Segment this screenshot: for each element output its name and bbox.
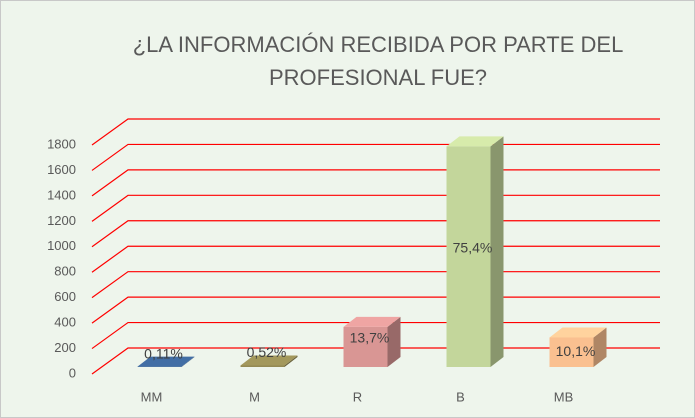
data-label: 10,1% xyxy=(556,343,596,359)
bar xyxy=(446,146,491,367)
x-tick-label: R xyxy=(353,389,362,404)
y-tick-label: 600 xyxy=(54,289,76,304)
bar-side xyxy=(593,327,607,367)
bar-top xyxy=(446,136,504,147)
x-tick-label: B xyxy=(456,389,465,404)
bar xyxy=(343,326,388,367)
y-tick-label: 800 xyxy=(54,264,76,279)
bar-side xyxy=(490,136,504,367)
y-tick-label: 1800 xyxy=(47,136,76,151)
bar-top xyxy=(240,355,298,366)
data-label: 13,7% xyxy=(350,330,390,346)
y-tick-label: 1000 xyxy=(47,238,76,253)
bar-top xyxy=(549,327,607,338)
grid-line xyxy=(91,118,660,146)
y-tick-label: 0 xyxy=(69,365,76,380)
bar xyxy=(549,337,594,367)
y-tick-label: 1200 xyxy=(47,213,76,228)
bar-top xyxy=(343,316,401,327)
y-tick-label: 200 xyxy=(54,340,76,355)
y-tick-label: 400 xyxy=(54,315,76,330)
data-label: 0,11% xyxy=(144,345,183,361)
chart-title: ¿LA INFORMACIÓN RECIBIDA POR PARTE DEL xyxy=(133,32,624,57)
bar-top xyxy=(137,356,195,367)
x-tick-label: M xyxy=(249,389,260,404)
chart-title: PROFESIONAL FUE? xyxy=(269,65,487,90)
data-label: 75,4% xyxy=(453,239,493,255)
data-label: 0,52% xyxy=(247,344,287,360)
x-tick-label: MM xyxy=(141,389,163,404)
x-tick-label: MB xyxy=(554,389,574,404)
y-tick-label: 1400 xyxy=(47,187,76,202)
bar-side xyxy=(284,355,298,367)
bar-side xyxy=(181,356,195,367)
y-tick-label: 1600 xyxy=(47,162,76,177)
bar-side xyxy=(387,316,401,367)
bar xyxy=(240,365,285,367)
